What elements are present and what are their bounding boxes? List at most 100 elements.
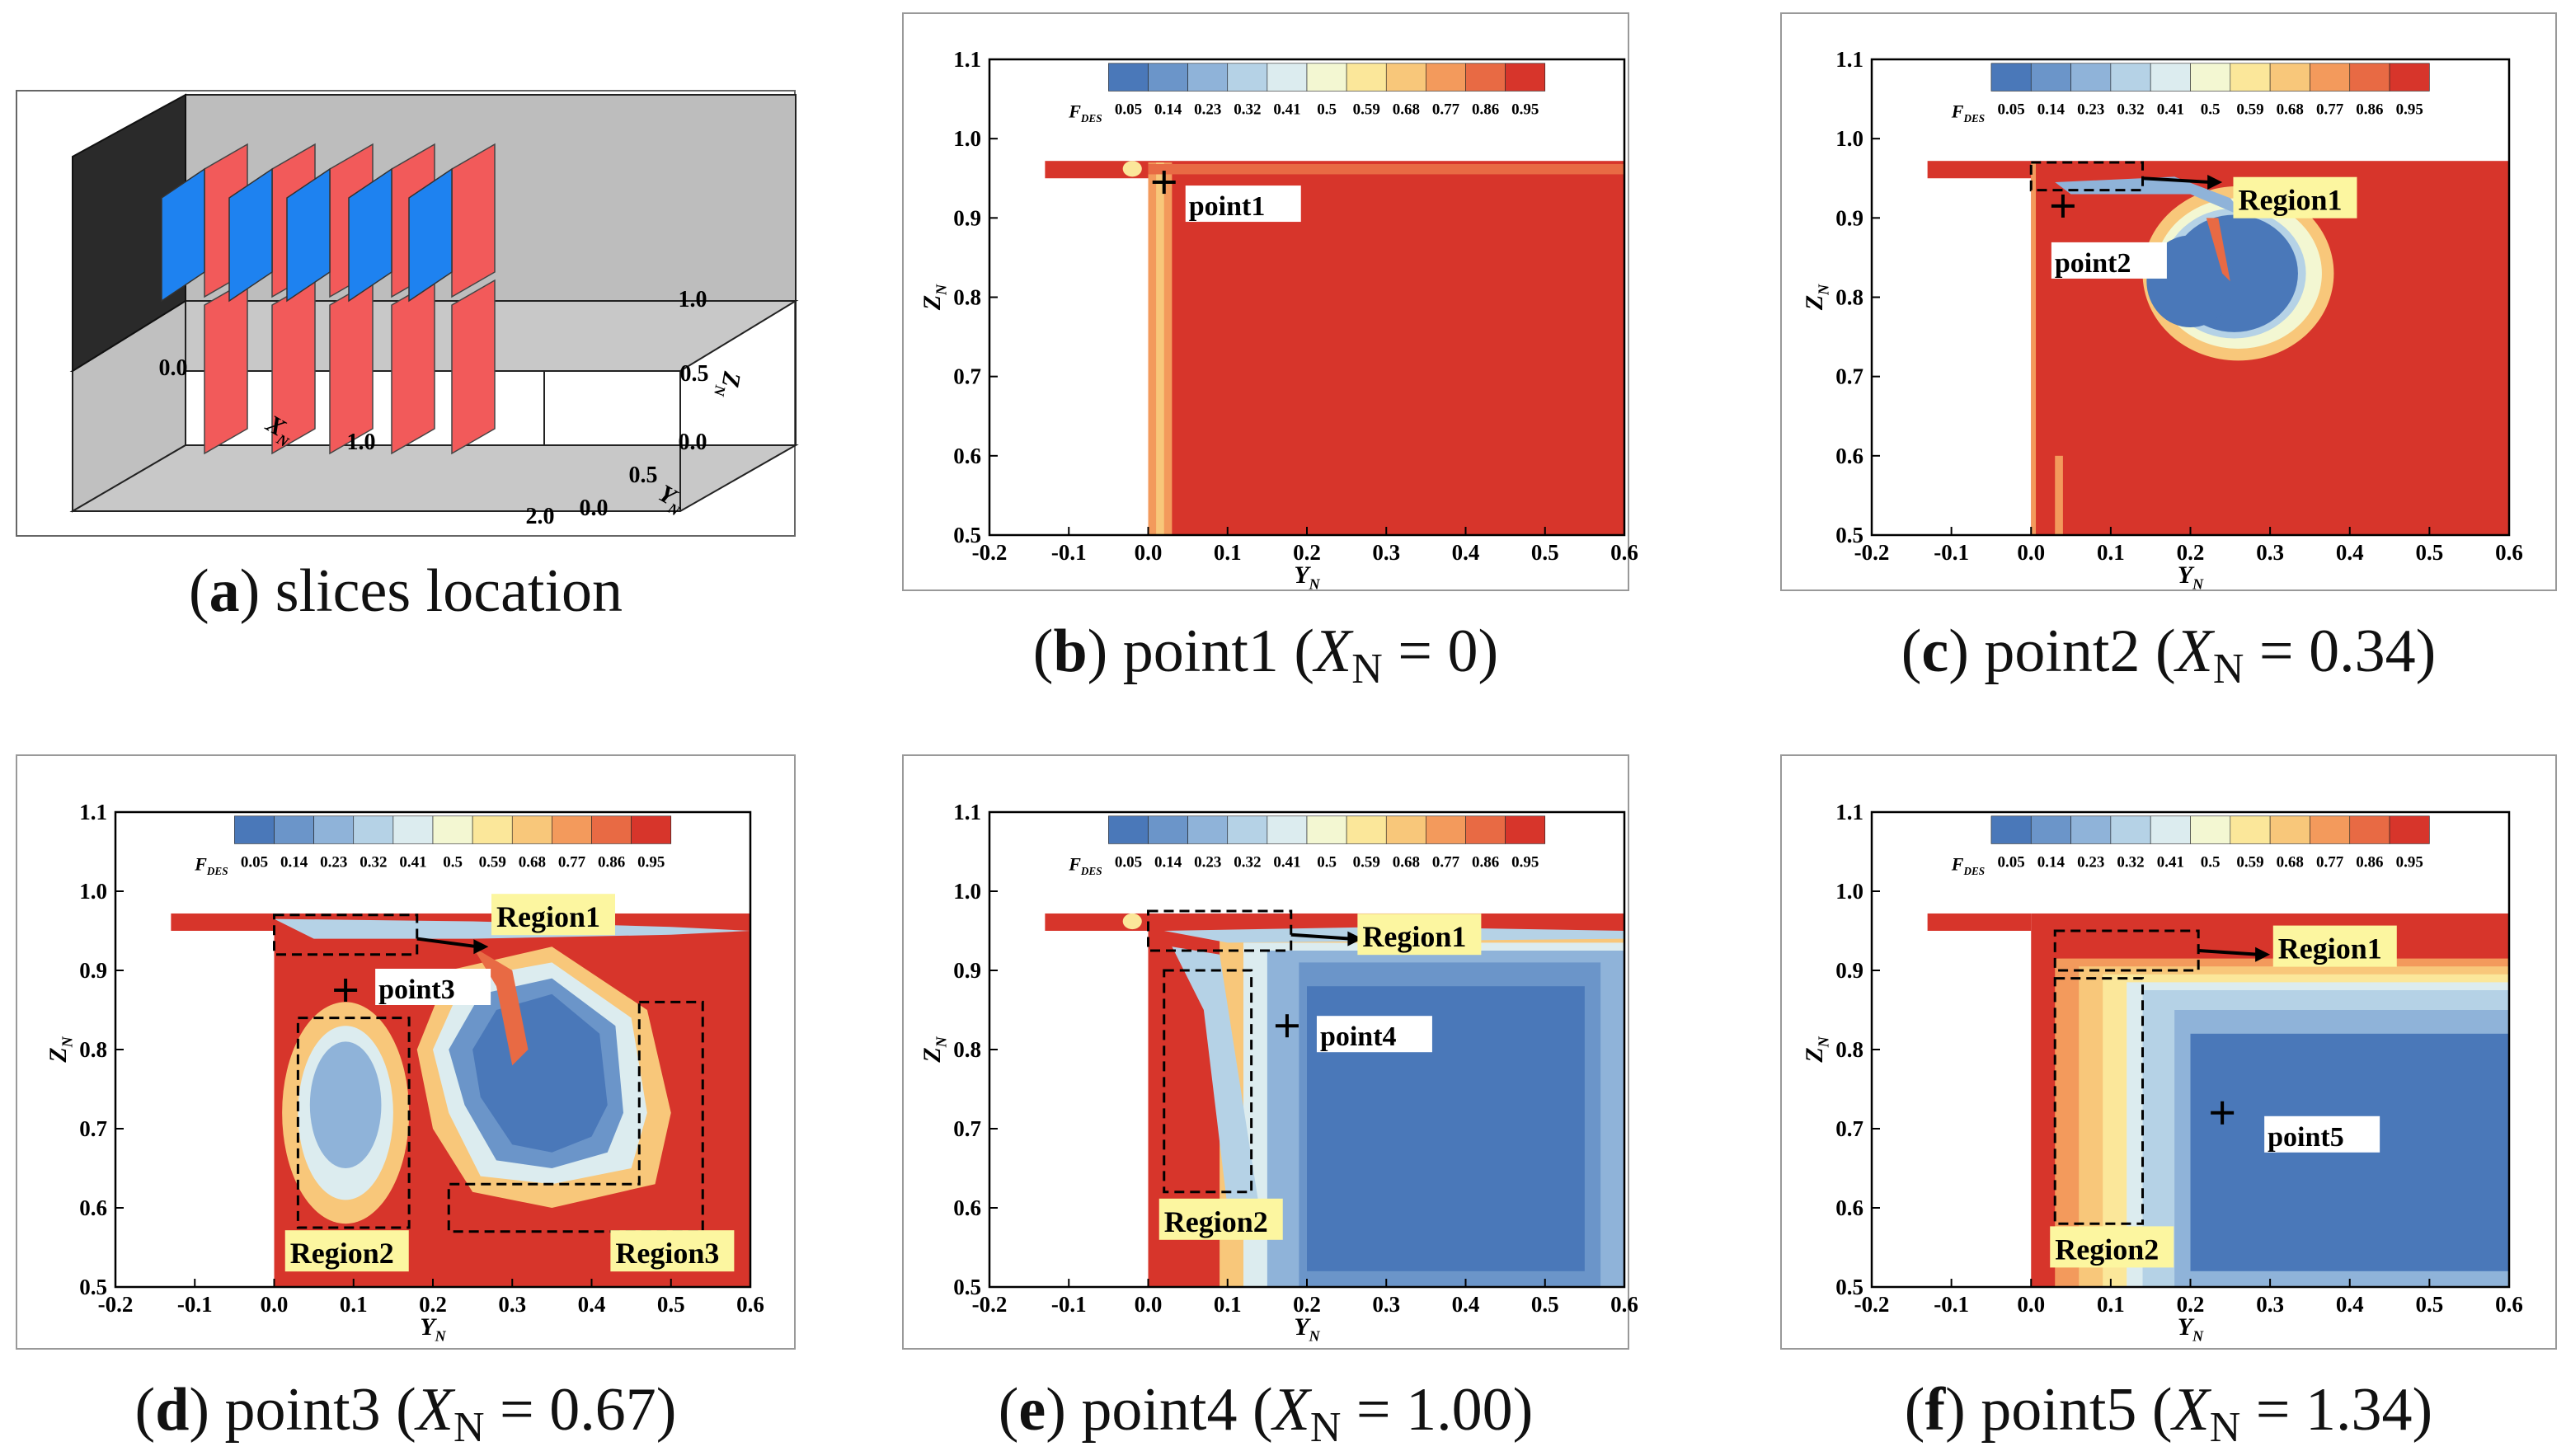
legend-swatch [2230,815,2271,844]
y-tick-label: 0.7 [953,1116,981,1141]
legend-level-label: 0.59 [1353,853,1380,871]
y-tick-label: 0.5 [953,523,981,547]
y-tick-label: 1.1 [953,47,981,72]
legend-title: FDES [1068,853,1102,877]
legend-swatch [1465,63,1506,92]
legend-swatch [2110,815,2151,844]
y-tick-label: 0.9 [79,958,107,983]
x-tick: 1.0 [347,430,376,455]
contour-field [1045,161,1624,536]
contour-level [2055,455,2063,535]
y-tick-label: 1.0 [1835,126,1863,151]
legend-level-label: 0.23 [2077,101,2104,118]
contour-level [1148,163,1624,175]
legend-level-label: 0.5 [2201,853,2221,871]
legend-level-label: 0.68 [519,853,546,871]
legend-level-label: 0.77 [1432,853,1460,871]
legend-level-label: 0.41 [1273,853,1300,871]
x-tick-label: 0.1 [2097,540,2125,565]
contour-level [2146,235,2235,328]
slice-blue [161,167,205,303]
legend-level-label: 0.68 [1393,101,1420,118]
x-tick-label: 0.4 [2336,1292,2364,1317]
legend-swatch [1148,63,1188,92]
legend-level-label: 0.32 [2117,101,2144,118]
legend-level-label: 0.59 [479,853,506,871]
legend-swatch [353,815,394,844]
legend-swatch [2030,63,2071,92]
region-label-box [2272,925,2397,967]
x-tick-label: 0.0 [2017,540,2045,565]
legend-level-label: 0.68 [2277,853,2304,871]
legend-swatch [2310,815,2351,844]
contour-level [2031,162,2037,535]
x-tick-label: -0.1 [1934,1292,1969,1317]
legend-swatch [1990,815,2032,844]
panel-e: -0.2 -0.1 0.0 0.1 0.2 0.3 0.4 0.5 0.6 0.5 0.6 0.7 0.… [902,754,1638,1350]
x-tick-label: 0.0 [261,1292,289,1317]
region-arrow-head [473,939,489,955]
slice-blue [348,167,392,303]
y-axis-label: ZN [1801,284,1832,311]
y-tick-label: 0.6 [1835,444,1863,468]
y-tick-label: 0.9 [953,205,981,230]
legend-level-label: 0.14 [2037,101,2065,118]
legend-swatch [1385,815,1426,844]
legend-swatch [1306,63,1347,92]
region-label-box [284,1230,409,1272]
legend-swatch [313,815,355,844]
contour-field [1927,161,2509,536]
slice-blue [228,167,273,303]
y-tick-label: 0.5 [953,1275,981,1299]
legend-swatch [1426,63,1466,92]
legend-swatch [432,815,473,844]
y-tick-label: 0.7 [79,1116,107,1141]
x-tick-label: -0.1 [1051,1292,1087,1317]
y-tick-label: 0.5 [1835,1275,1863,1299]
caption-f: (f) point5 (XN = 1.34) [1904,1376,2433,1451]
region-box [1147,909,1293,952]
y-tick-label: 0.8 [1835,285,1863,310]
legend-level-label: 0.77 [558,853,586,871]
y-tick-label: 0.7 [953,364,981,389]
legend-swatch [234,815,275,844]
point-label: point2 [2055,248,2131,279]
legend-swatch [2389,815,2430,844]
legend-swatch [2150,63,2191,92]
legend-swatch [2070,815,2112,844]
region-label: Region1 [496,900,600,933]
panel-f: -0.2 -0.1 0.0 0.1 0.2 0.3 0.4 0.5 0.6 0.5 0.6 0.7 0.… [1780,754,2557,1350]
region-label-box [1158,1198,1283,1240]
y-tick-label: 1.1 [79,800,107,824]
legend-level-label: 0.41 [2157,101,2184,118]
legend-level-label: 0.14 [2037,853,2065,871]
contour-level [309,1041,382,1168]
x-tick-label: 0.0 [1135,1292,1163,1317]
legend-swatch [552,815,592,844]
slice-blue [286,167,331,303]
point-label-box [375,969,491,1005]
x-tick-label: 0.6 [1610,1292,1638,1317]
y-tick-label: 0.7 [1835,364,1863,389]
y-tick-label: 1.1 [953,800,981,824]
x-tick-label: 0.1 [1214,540,1242,565]
x-tick-label: 0.4 [2336,540,2364,565]
point-label-box [1316,1016,1432,1053]
region-label: Region1 [2238,184,2342,217]
legend-swatch [2150,815,2191,844]
region-box [273,914,419,956]
x-tick-label: 0.4 [1452,540,1480,565]
x-tick-label: 0.6 [736,1292,764,1317]
contour-level [1156,162,1164,535]
legend-level-label: 0.05 [1997,853,2024,871]
legend-level-label: 0.14 [1154,853,1182,871]
legend-swatch [1108,63,1149,92]
x-tick-label: 0.5 [2416,540,2444,565]
z-tick: 0.5 [680,361,709,387]
legend-swatch [591,815,632,844]
legend-level-label: 0.5 [2201,101,2221,118]
legend-level-label: 0.41 [2157,853,2184,871]
legend-level-label: 0.32 [1234,101,1261,118]
point-label-box [2051,242,2167,279]
